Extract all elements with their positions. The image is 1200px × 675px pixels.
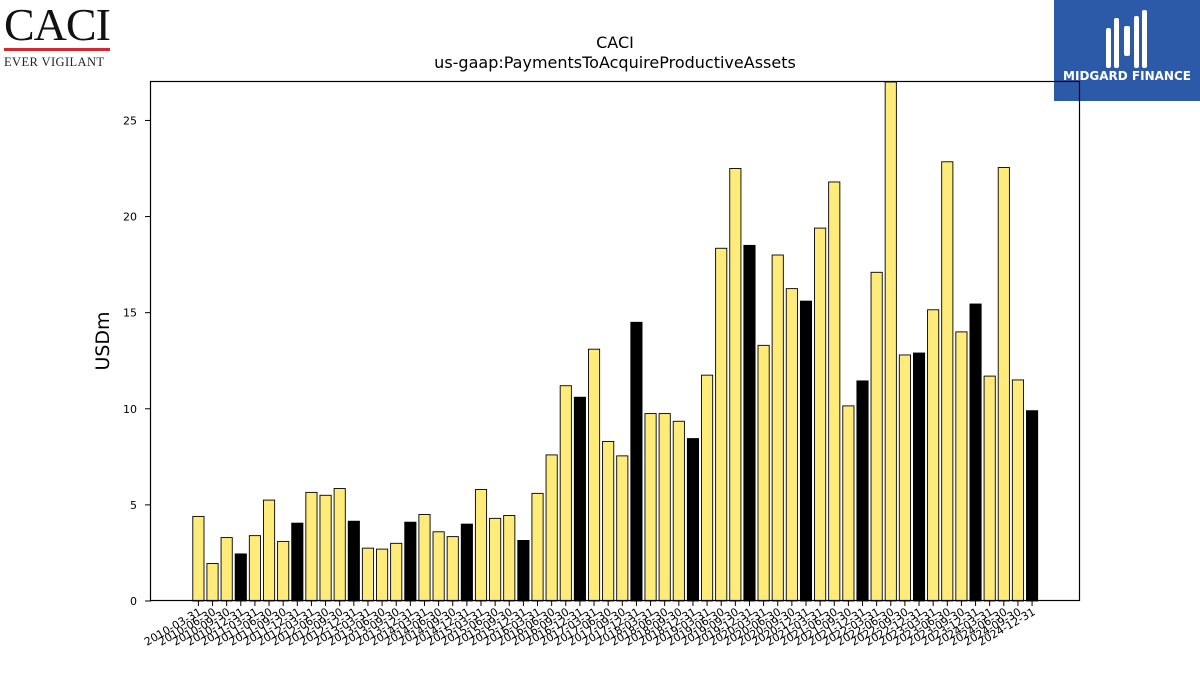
bar bbox=[630, 321, 643, 602]
bar bbox=[517, 540, 530, 602]
y-axis-label: USDm bbox=[92, 311, 114, 370]
bar bbox=[263, 499, 276, 602]
bar bbox=[842, 405, 855, 602]
bar bbox=[291, 522, 304, 602]
bar bbox=[672, 420, 685, 602]
bar bbox=[1011, 379, 1024, 602]
bar bbox=[757, 344, 770, 602]
bar bbox=[305, 491, 318, 602]
bar bbox=[333, 488, 346, 602]
bar bbox=[319, 494, 332, 602]
midgard-finance-mark-icon bbox=[1106, 10, 1147, 68]
midgard-finance-name: MIDGARD FINANCE bbox=[1063, 69, 1191, 83]
y-tick-label: 25 bbox=[123, 114, 137, 127]
caci-logo: CACI EVER VIGILANT bbox=[4, 2, 114, 72]
caci-logo-wordmark: CACI bbox=[4, 0, 111, 50]
bar bbox=[234, 553, 247, 602]
bar bbox=[404, 521, 417, 602]
bar bbox=[814, 227, 827, 602]
bar bbox=[559, 385, 572, 602]
bar bbox=[997, 167, 1010, 602]
bar bbox=[856, 380, 869, 602]
bar bbox=[884, 81, 897, 602]
y-tick-label: 10 bbox=[123, 403, 137, 416]
bar bbox=[828, 181, 841, 602]
bar bbox=[531, 492, 544, 602]
bar bbox=[192, 515, 205, 602]
bar bbox=[489, 517, 502, 602]
bar bbox=[220, 537, 233, 602]
bar bbox=[658, 413, 671, 602]
bar bbox=[715, 247, 728, 602]
bar bbox=[376, 548, 389, 602]
bar bbox=[460, 523, 473, 602]
bar bbox=[616, 455, 629, 602]
bar bbox=[969, 303, 982, 602]
bar bbox=[912, 352, 926, 602]
bar bbox=[418, 514, 431, 602]
bar bbox=[474, 489, 488, 602]
bar bbox=[743, 244, 756, 602]
bar bbox=[701, 374, 714, 602]
bar bbox=[446, 536, 459, 602]
bar bbox=[870, 271, 883, 602]
bar bbox=[955, 331, 968, 602]
bar bbox=[503, 515, 516, 602]
bar bbox=[361, 547, 375, 602]
bar bbox=[927, 309, 940, 602]
bar bbox=[390, 542, 403, 602]
bar bbox=[545, 454, 558, 602]
bar bbox=[771, 254, 784, 602]
bars-layer bbox=[192, 81, 1039, 602]
y-tick-label: 0 bbox=[130, 595, 137, 608]
y-tick-label: 5 bbox=[130, 499, 137, 512]
bar bbox=[277, 540, 290, 602]
bar bbox=[432, 531, 445, 602]
caci-logo-tagline: EVER VIGILANT bbox=[4, 55, 105, 69]
bar bbox=[644, 413, 657, 602]
bar bbox=[898, 354, 911, 602]
bar bbox=[587, 348, 601, 602]
x-ticks: 2010-03-312010-06-302010-09-302010-12-31… bbox=[142, 601, 1038, 649]
y-ticks: 0 5 10 15 20 25 bbox=[123, 114, 151, 608]
bar bbox=[983, 375, 996, 602]
chart-title: CACI bbox=[596, 33, 634, 52]
bar bbox=[248, 535, 261, 602]
bar bbox=[941, 161, 954, 602]
bar bbox=[729, 168, 742, 602]
bar bbox=[785, 288, 798, 602]
bar bbox=[602, 441, 615, 602]
caci-logo-rule bbox=[4, 48, 110, 51]
bar bbox=[573, 396, 586, 602]
y-tick-label: 20 bbox=[123, 211, 137, 224]
bar bbox=[206, 563, 219, 602]
bar bbox=[347, 520, 360, 602]
midgard-finance-logo: MIDGARD FINANCE bbox=[1054, 0, 1200, 101]
chart-subtitle: us-gaap:PaymentsToAcquireProductiveAsset… bbox=[434, 53, 796, 72]
y-tick-label: 15 bbox=[123, 307, 137, 320]
bar bbox=[686, 438, 699, 602]
bar bbox=[1026, 410, 1039, 602]
plot-frame bbox=[149, 80, 1081, 602]
bar bbox=[799, 300, 813, 602]
